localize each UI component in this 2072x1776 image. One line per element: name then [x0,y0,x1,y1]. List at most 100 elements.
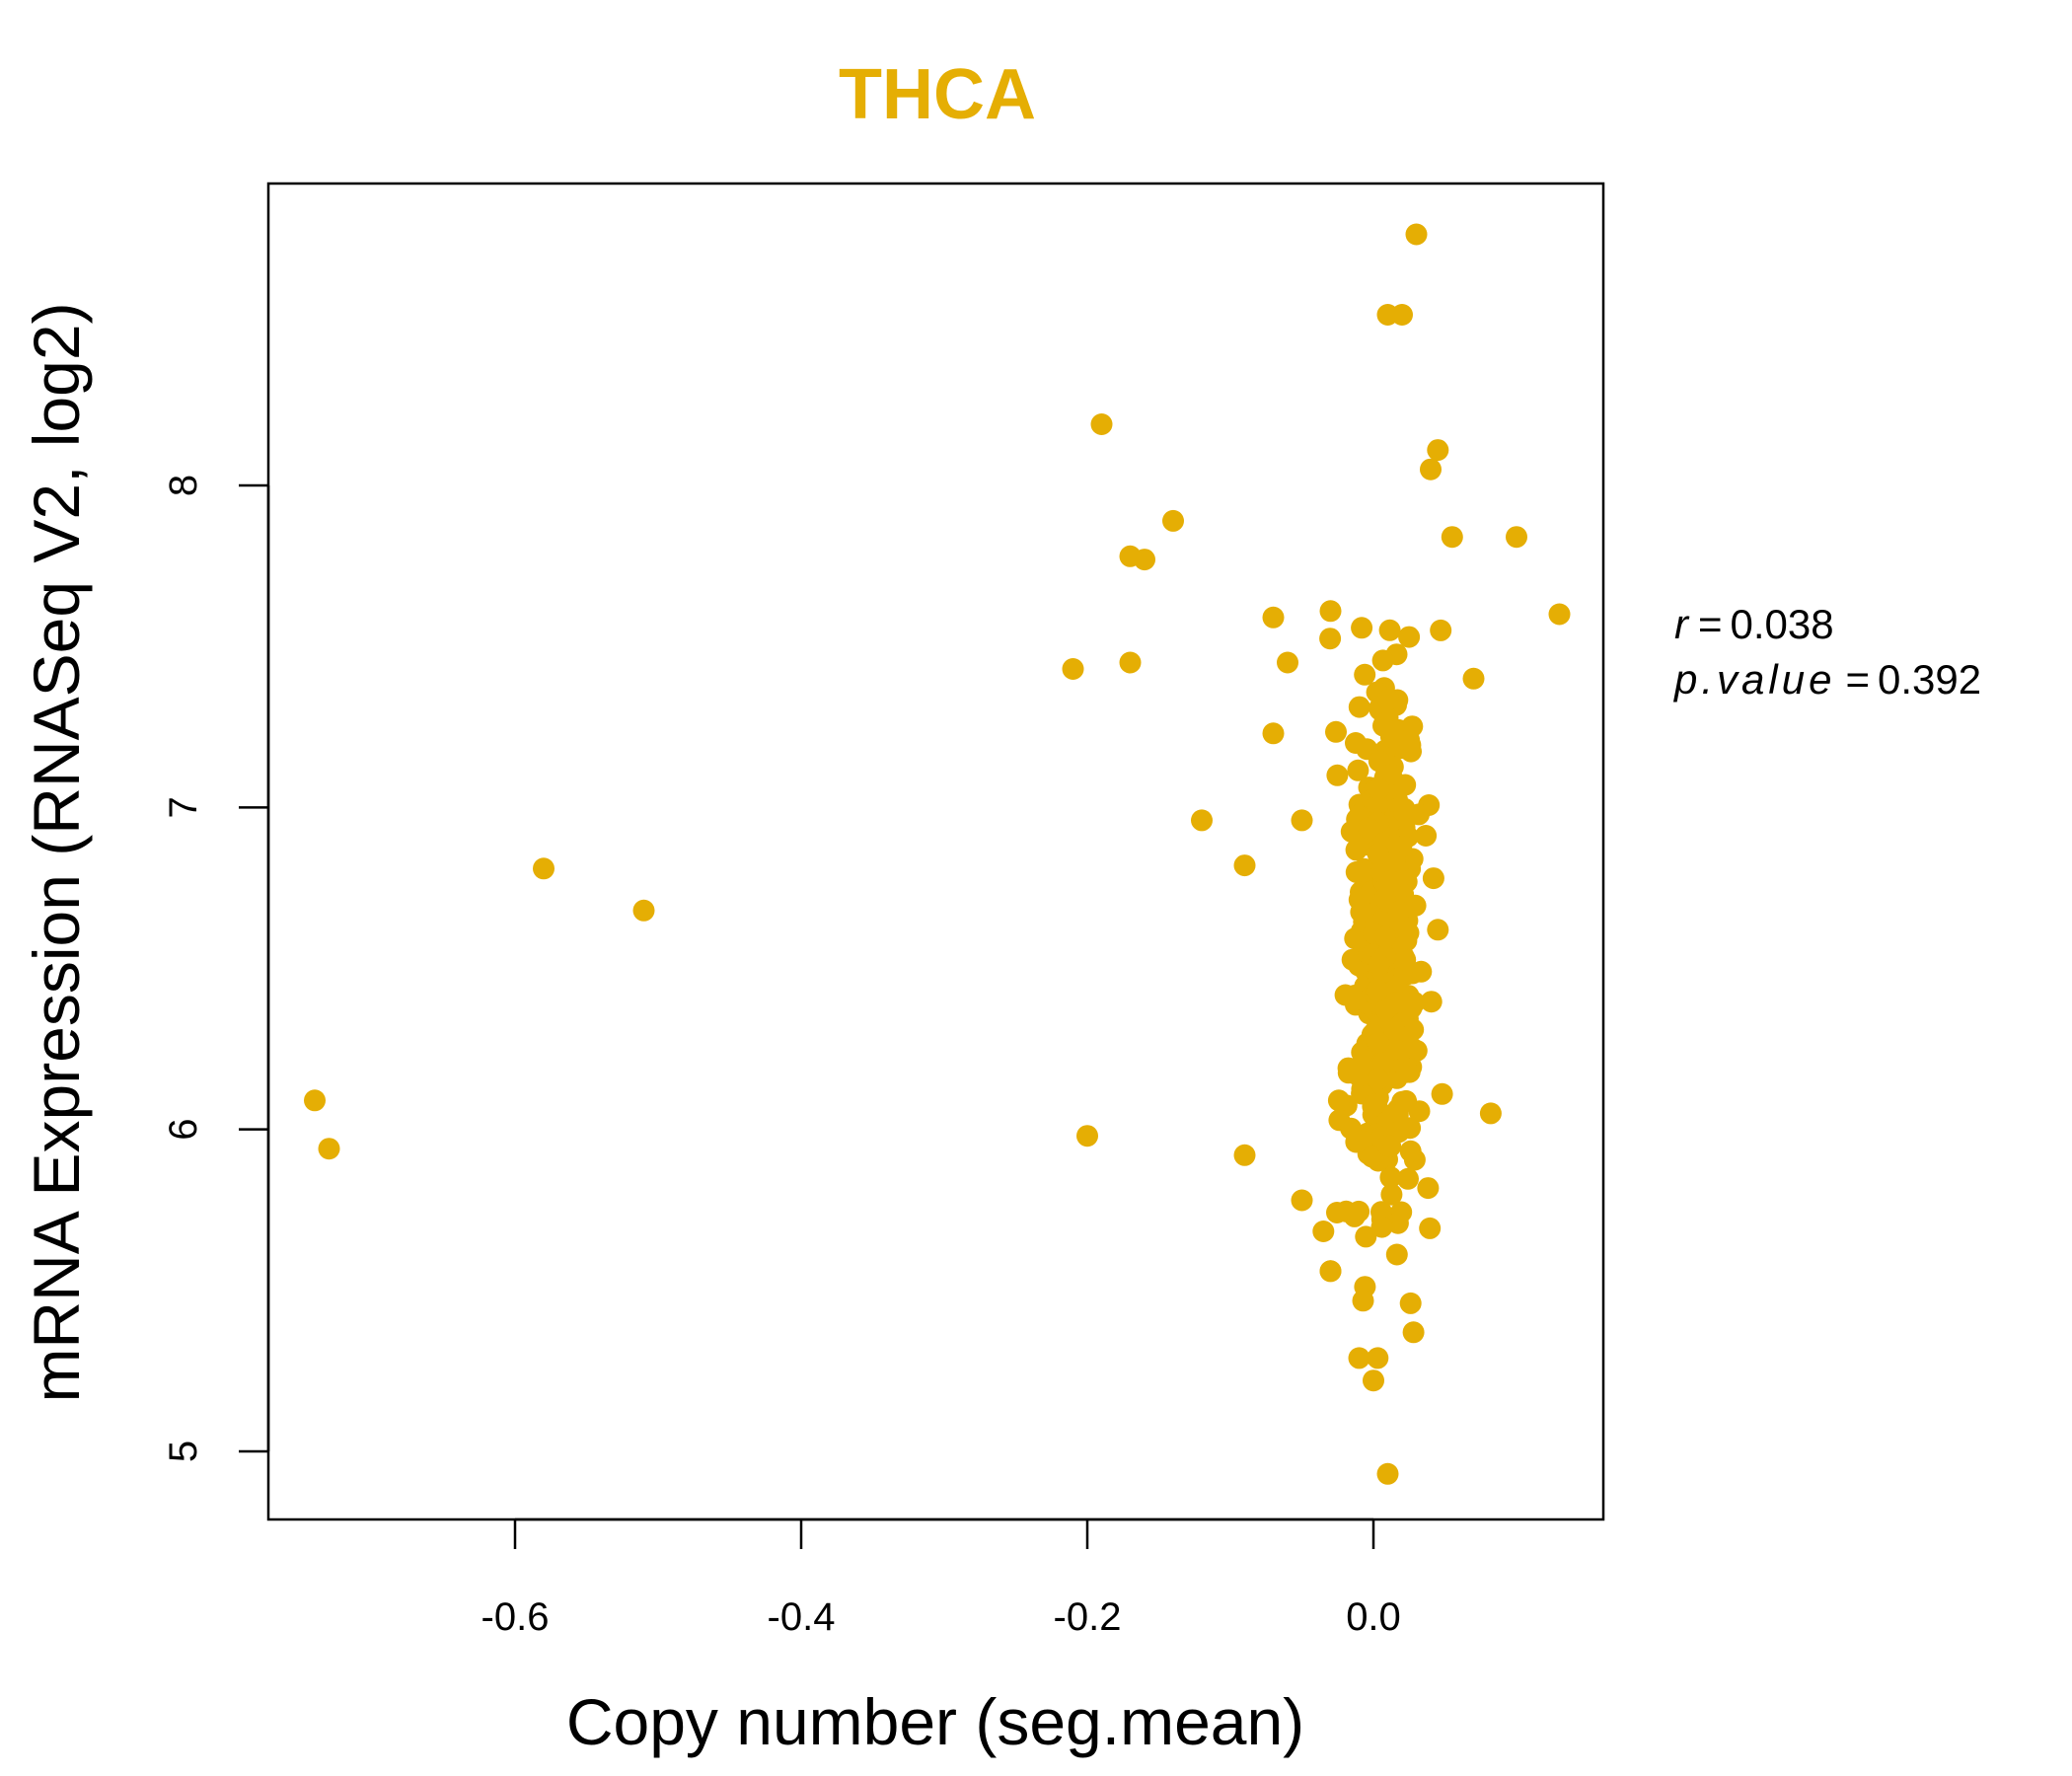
data-point [1367,1068,1389,1090]
data-point [1262,606,1285,629]
data-point [533,857,555,880]
data-point [1348,696,1370,718]
data-point [1396,1061,1419,1083]
data-point [1380,1183,1403,1206]
data-point [1383,851,1406,873]
data-point [1427,439,1449,462]
data-point [1348,1059,1370,1081]
chart-title: THCA [839,55,1036,134]
y-tick-label: 7 [162,796,205,818]
data-point [1399,1117,1422,1140]
data-point [1479,1102,1502,1125]
data-point [1431,1082,1453,1105]
data-point [1233,1144,1256,1166]
data-point [1548,603,1571,626]
data-point [1335,1200,1358,1222]
data-point [1312,1221,1335,1242]
data-point [1379,870,1401,893]
data-point [1062,658,1084,680]
data-point [1430,619,1452,641]
data-point [1326,764,1349,786]
data-point [1350,901,1372,924]
data-point [1345,860,1368,883]
x-tick-label: -0.6 [481,1595,550,1639]
data-point [1368,953,1390,976]
data-point [1422,867,1444,890]
data-point [1376,1462,1399,1485]
data-point [1319,1260,1342,1283]
data-point [1319,600,1342,623]
data-point [1262,722,1285,745]
r-stat: r = 0.038 [1674,601,1834,647]
correlation-stats: r = 0.038 p.value = 0.392 [1672,601,1981,703]
data-point [318,1138,340,1160]
data-point [1405,223,1428,246]
data-point [304,1089,326,1112]
data-point [1402,1018,1425,1041]
data-point [1367,843,1389,865]
y-tick-label: 6 [162,1119,205,1141]
data-point [1395,1089,1418,1112]
data-point [1368,777,1390,800]
data-point [1462,667,1485,690]
data-point [1233,854,1256,877]
data-point [1398,729,1421,751]
data-point [1351,617,1373,639]
data-point [1367,1347,1389,1369]
data-point [1403,992,1426,1014]
data-point [1277,651,1298,674]
data-point [1354,663,1376,686]
data-point [1387,901,1410,924]
data-point [1119,651,1142,674]
data-point [1378,619,1401,641]
y-tick-label: 5 [162,1441,205,1462]
data-point [1347,759,1369,781]
p-stat-value: 0.392 [1878,656,1981,703]
data-point [1400,1036,1423,1059]
data-point [1291,1189,1313,1212]
data-point [1399,1292,1422,1314]
data-point [1393,797,1416,820]
data-point [1376,304,1399,326]
data-point [1090,413,1113,435]
data-point [1420,458,1442,481]
data-point [1398,626,1421,648]
x-tick-label: 0.0 [1346,1595,1401,1639]
data-point [1379,1166,1402,1189]
data-point [1402,1321,1425,1344]
data-point [1367,793,1389,816]
p-stat-label: p.value [1672,656,1835,703]
data-point [1363,1369,1384,1392]
data-point [1345,732,1367,754]
data-point [1191,809,1213,832]
x-tick-label: -0.4 [768,1595,836,1639]
data-point [1327,1089,1350,1112]
data-point [1441,526,1463,549]
x-tick-label: -0.2 [1054,1595,1122,1639]
data-point [1334,984,1357,1006]
data-point [1363,1093,1385,1116]
data-point [1076,1125,1098,1147]
data-point [1352,1290,1374,1312]
data-point [1415,825,1438,847]
data-point [1371,649,1394,672]
data-point [1419,1217,1442,1239]
data-point [1355,1225,1377,1248]
data-point [1370,1216,1393,1238]
data-point [1401,962,1424,985]
data-point [1420,991,1443,1013]
data-points [304,223,1571,1485]
data-point [1344,927,1367,950]
r-stat-label: r [1674,601,1690,647]
data-point [1379,1135,1402,1157]
y-tick-label: 8 [162,475,205,496]
data-point [1379,764,1402,785]
data-point [1376,689,1399,711]
data-point [1291,809,1313,832]
data-point [1385,1243,1408,1266]
data-point [1350,1130,1372,1152]
data-point [1366,979,1388,1001]
y-axis: 5 6 7 8 [162,475,270,1462]
data-point [1506,526,1527,549]
